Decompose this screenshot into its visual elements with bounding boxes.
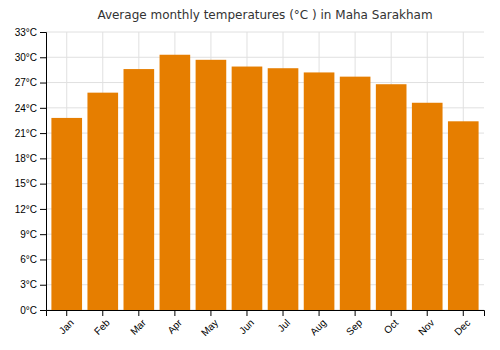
- bar: [160, 55, 191, 310]
- y-tick-mark: [40, 108, 46, 109]
- bar: [124, 69, 155, 310]
- x-tick-label: Jul: [275, 317, 292, 334]
- y-tick-label: 0°C: [20, 305, 37, 316]
- bar: [340, 77, 371, 310]
- y-tick: 15°C: [15, 178, 46, 189]
- y-tick: 3°C: [20, 279, 46, 290]
- y-tick-mark: [40, 133, 46, 134]
- y-tick: 21°C: [15, 128, 46, 139]
- y-tick-label: 21°C: [15, 128, 37, 139]
- x-tick-mark: [391, 310, 392, 316]
- x-tick-mark: [355, 310, 356, 316]
- x-tick-mark: [102, 310, 103, 316]
- y-tick-mark: [40, 83, 46, 84]
- y-tick-mark: [40, 234, 46, 235]
- grid-line-y: [46, 82, 484, 83]
- y-tick: 0°C: [20, 305, 46, 316]
- x-tick: Nov: [416, 310, 436, 337]
- bar: [51, 118, 82, 310]
- bar: [232, 67, 263, 310]
- x-tick: Apr: [165, 310, 184, 336]
- x-tick: Dec: [452, 310, 472, 337]
- x-tick-label: Feb: [92, 317, 112, 337]
- chart-container: 0°C 3°C 6°C 9°C 12°C 15°C 18°C 21°C 24°C 27°C 30°C…: [0, 0, 500, 350]
- x-tick-label: May: [199, 317, 220, 338]
- x-tick-mark: [138, 310, 139, 316]
- y-tick-mark: [40, 184, 46, 185]
- x-tick-mark: [319, 310, 320, 316]
- x-axis-line: [47, 311, 485, 317]
- x-tick: Aug: [308, 310, 328, 337]
- bar: [376, 84, 407, 310]
- y-tick-label: 9°C: [20, 229, 37, 240]
- x-axis: Jan Feb Mar Apr May Jun Jul Aug Sep Oct Nov Dec: [47, 310, 485, 338]
- x-tick-label: Dec: [452, 317, 472, 337]
- x-tick-label: Nov: [416, 317, 436, 337]
- x-tick-label: Jun: [237, 317, 256, 336]
- y-tick-label: 6°C: [20, 254, 37, 265]
- x-tick-label: Mar: [128, 317, 148, 337]
- bar: [304, 72, 335, 310]
- x-tick: Sep: [344, 310, 365, 337]
- y-axis-line: [40, 33, 47, 311]
- y-tick-label: 12°C: [15, 204, 37, 215]
- bar: [412, 103, 443, 310]
- grid-line-y: [46, 32, 484, 33]
- x-tick-mark: [174, 310, 175, 316]
- x-tick-mark: [246, 310, 247, 316]
- bar: [196, 60, 227, 310]
- x-tick: Jul: [275, 310, 292, 334]
- bar: [448, 121, 479, 310]
- y-tick: 9°C: [20, 229, 46, 240]
- y-tick-mark: [40, 310, 46, 311]
- y-tick-label: 15°C: [15, 178, 37, 189]
- x-tick-label: Sep: [344, 317, 365, 338]
- chart-svg: 0°C 3°C 6°C 9°C 12°C 15°C 18°C 21°C 24°C 27°C 30°C…: [0, 0, 500, 350]
- y-tick-label: 18°C: [15, 153, 37, 164]
- x-tick-mark: [210, 310, 211, 316]
- grid-line-y: [46, 57, 484, 58]
- x-tick-label: Oct: [382, 317, 401, 336]
- y-tick-mark: [40, 285, 46, 286]
- y-tick-label: 24°C: [15, 103, 37, 114]
- x-tick-label: Jan: [57, 317, 76, 336]
- x-tick: Feb: [92, 310, 112, 337]
- bars: [51, 55, 478, 310]
- y-tick: 30°C: [15, 52, 46, 63]
- y-tick-mark: [40, 158, 46, 159]
- x-tick: Jan: [57, 310, 76, 336]
- bar: [268, 68, 299, 310]
- y-tick-mark: [40, 57, 46, 58]
- y-axis: 0°C 3°C 6°C 9°C 12°C 15°C 18°C 21°C 24°C 27°C 30°C…: [15, 27, 47, 316]
- title: Average monthly temperatures (°C ) in Ma…: [97, 8, 432, 22]
- x-tick: Jun: [237, 310, 256, 336]
- x-tick-mark: [283, 310, 284, 316]
- y-tick-label: 30°C: [15, 52, 37, 63]
- x-tick: Mar: [128, 310, 148, 337]
- y-tick-mark: [40, 209, 46, 210]
- x-tick: Oct: [382, 310, 401, 336]
- x-tick-label: Aug: [308, 317, 328, 337]
- y-tick: 18°C: [15, 153, 46, 164]
- y-tick-label: 3°C: [20, 279, 37, 290]
- y-tick-label: 33°C: [15, 27, 37, 38]
- y-tick-label: 27°C: [15, 77, 37, 88]
- y-tick-mark: [40, 259, 46, 260]
- x-tick: May: [199, 310, 220, 338]
- plot: 0°C 3°C 6°C 9°C 12°C 15°C 18°C 21°C 24°C 27°C 30°C…: [15, 27, 485, 339]
- y-tick: 6°C: [20, 254, 46, 265]
- x-tick-mark: [463, 310, 464, 316]
- y-tick: 33°C: [15, 27, 46, 38]
- y-tick: 27°C: [15, 77, 46, 88]
- x-tick-mark: [66, 310, 67, 316]
- y-tick: 12°C: [15, 204, 46, 215]
- x-tick-label: Apr: [165, 317, 184, 336]
- y-tick: 24°C: [15, 103, 46, 114]
- grid: [46, 32, 484, 310]
- y-tick-mark: [40, 32, 46, 33]
- bar: [87, 93, 118, 310]
- x-tick-mark: [427, 310, 428, 316]
